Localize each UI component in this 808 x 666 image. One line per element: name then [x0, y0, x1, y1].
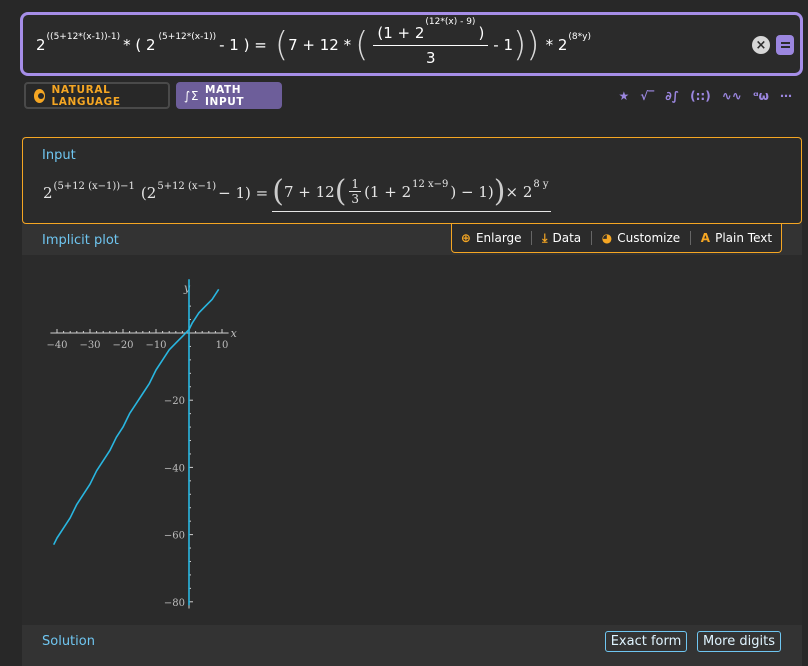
formula-fraction: 1 3: [349, 177, 362, 206]
query-times-two: * 2: [545, 36, 568, 54]
math-input-button[interactable]: ∫Σ MATH INPUT: [176, 82, 282, 109]
partial-integral-icon[interactable]: ∂∫: [665, 89, 680, 103]
query-exponent-left: ((5+12*(x-1))-1): [46, 32, 121, 42]
natural-language-label: NATURAL LANGUAGE: [51, 83, 121, 108]
formula-minus-one: ) − 1): [450, 182, 494, 201]
query-input-box[interactable]: 2 ((5+12*(x-1))-1) * ( 2 (5+12*(x-1)) - …: [20, 12, 803, 76]
y-tick-label: −20: [164, 396, 185, 407]
y-tick-label: −60: [164, 531, 185, 542]
formula-seven: 7 + 12: [283, 182, 335, 201]
x-tick-label: 10: [216, 340, 229, 351]
input-formula: 2 (5+12 (x−1))−1 (2 5+12 (x−1) − 1) = ( …: [43, 174, 551, 212]
x-tick-label: −30: [79, 340, 100, 351]
download-icon: ⤓: [542, 230, 548, 245]
results-panel: Input 2 (5+12 (x−1))−1 (2 5+12 (x−1) − 1…: [22, 137, 802, 666]
query-times-open: * ( 2: [123, 36, 156, 54]
input-pod: Input 2 (5+12 (x−1))−1 (2 5+12 (x−1) − 1…: [22, 137, 802, 224]
data-label: Data: [552, 231, 582, 245]
query-fraction: (1 + 2(12*(x) - 9)) 3: [373, 17, 489, 67]
math-input-icon: ∫Σ: [184, 88, 200, 103]
query-input[interactable]: 2 ((5+12*(x-1))-1) * ( 2 (5+12*(x-1)) - …: [36, 17, 594, 69]
formula-paren-open: (2: [140, 184, 157, 202]
query-base: 2: [36, 36, 46, 54]
implicit-plot-area[interactable]: −40 −30 −20 −10 10 −20 −40 −60 −80 x y: [22, 255, 802, 625]
formula-frac-num: 1: [349, 177, 362, 192]
customize-label: Customize: [617, 231, 681, 245]
query-exponent-right: (8*y): [568, 32, 591, 42]
enlarge-button[interactable]: ⊕ Enlarge: [461, 231, 522, 245]
formula-exp-4: 8 y: [533, 179, 549, 190]
formula-one-plus: (1 + 2: [364, 182, 412, 201]
data-button[interactable]: ⤓ Data: [542, 231, 581, 246]
plain-text-label: Plain Text: [715, 231, 773, 245]
zoom-in-icon: ⊕: [460, 231, 471, 245]
formula-exp-3: 12 x−9: [412, 179, 449, 190]
formula-exp-1: (5+12 (x−1))−1: [53, 180, 135, 192]
implicit-plot-title: Implicit plot: [42, 233, 119, 248]
query-fraction-numerator: (1 + 2(12*(x) - 9)): [373, 17, 489, 46]
query-num-open: (1 + 2: [377, 23, 425, 42]
text-icon: A: [700, 231, 711, 245]
query-paren-close-1: ): [526, 25, 540, 65]
equals-icon: [780, 42, 790, 44]
y-tick-label: −40: [164, 463, 185, 474]
natural-language-button[interactable]: NATURAL LANGUAGE: [24, 82, 170, 109]
formula-rhs: ( 7 + 12 ( 1 3 (1 + 2 12 x−9 ) − 1) ) × …: [272, 174, 551, 212]
query-num-close: ): [478, 23, 485, 42]
formula-times: × 2: [505, 182, 533, 201]
sqrt-icon[interactable]: √‾: [640, 89, 655, 103]
submit-button[interactable]: [776, 35, 794, 55]
customize-button[interactable]: ◕ Customize: [602, 231, 680, 245]
query-paren-open-2: (: [355, 25, 369, 65]
formula-exp-2: 5+12 (x−1): [157, 180, 217, 192]
plot-actions-bar: ⊕ Enlarge ⤓ Data ◕ Customize A Plain Tex…: [451, 224, 782, 253]
formula-frac-den: 3: [351, 192, 360, 206]
query-seven-plus-twelve: 7 + 12 *: [288, 36, 352, 54]
separator: [531, 231, 533, 245]
enlarge-label: Enlarge: [475, 231, 522, 245]
solution-title: Solution: [42, 634, 95, 649]
solution-pod: Solution Exact form More digits: [22, 625, 802, 666]
query-num-exponent: (12*(x) - 9): [425, 16, 476, 27]
query-paren-open-1: (: [274, 25, 289, 65]
close-icon: ×: [755, 37, 767, 53]
query-paren-close-2: ): [513, 25, 527, 65]
y-axis-label: y: [183, 281, 191, 294]
x-tick-label: −40: [46, 340, 67, 351]
query-minus-one-eq: - 1 ) =: [219, 36, 267, 54]
plain-text-button[interactable]: A Plain Text: [701, 231, 772, 245]
more-icon[interactable]: ⋯: [780, 89, 792, 103]
math-toolbar: ★ √‾ ∂∫ (::) ∿∿ ᵅω ⋯: [618, 87, 792, 105]
query-minus-one-tail: - 1: [493, 36, 514, 54]
palette-icon: ◕: [601, 231, 613, 245]
more-digits-button[interactable]: More digits: [697, 631, 781, 652]
formula-bigparen-close: ): [493, 174, 506, 209]
formula-bigparen-open: (: [272, 174, 284, 209]
query-exponent-inner: (5+12*(x-1)): [158, 32, 217, 42]
y-tick-label: −80: [164, 598, 185, 609]
query-fraction-denominator: 3: [426, 48, 436, 67]
x-tick-label: −20: [112, 340, 133, 351]
input-pod-title: Input: [42, 148, 76, 163]
separator: [690, 231, 691, 245]
formula-minus-eq: − 1) =: [218, 184, 269, 202]
clear-input-button[interactable]: ×: [752, 36, 770, 54]
x-tick-label: −10: [145, 340, 166, 351]
formula-base: 2: [43, 184, 53, 202]
math-input-label: MATH INPUT: [205, 83, 245, 108]
plot-curve-0: [52, 288, 220, 546]
implicit-plot-header: Implicit plot: [22, 224, 802, 254]
formula-bigparen-open-2: (: [334, 174, 347, 209]
alpha-omega-icon[interactable]: ᵅω: [752, 89, 769, 103]
x-axis-label: x: [231, 327, 238, 340]
separator: [590, 231, 592, 245]
matrix-icon[interactable]: (::): [690, 89, 711, 103]
star-icon[interactable]: ★: [618, 89, 630, 103]
exact-form-button[interactable]: Exact form: [605, 631, 687, 652]
natural-language-icon: [34, 88, 46, 103]
wave-icon[interactable]: ∿∿: [721, 89, 742, 103]
implicit-plot-chart: −40 −30 −20 −10 10 −20 −40 −60 −80 x y: [46, 279, 238, 609]
